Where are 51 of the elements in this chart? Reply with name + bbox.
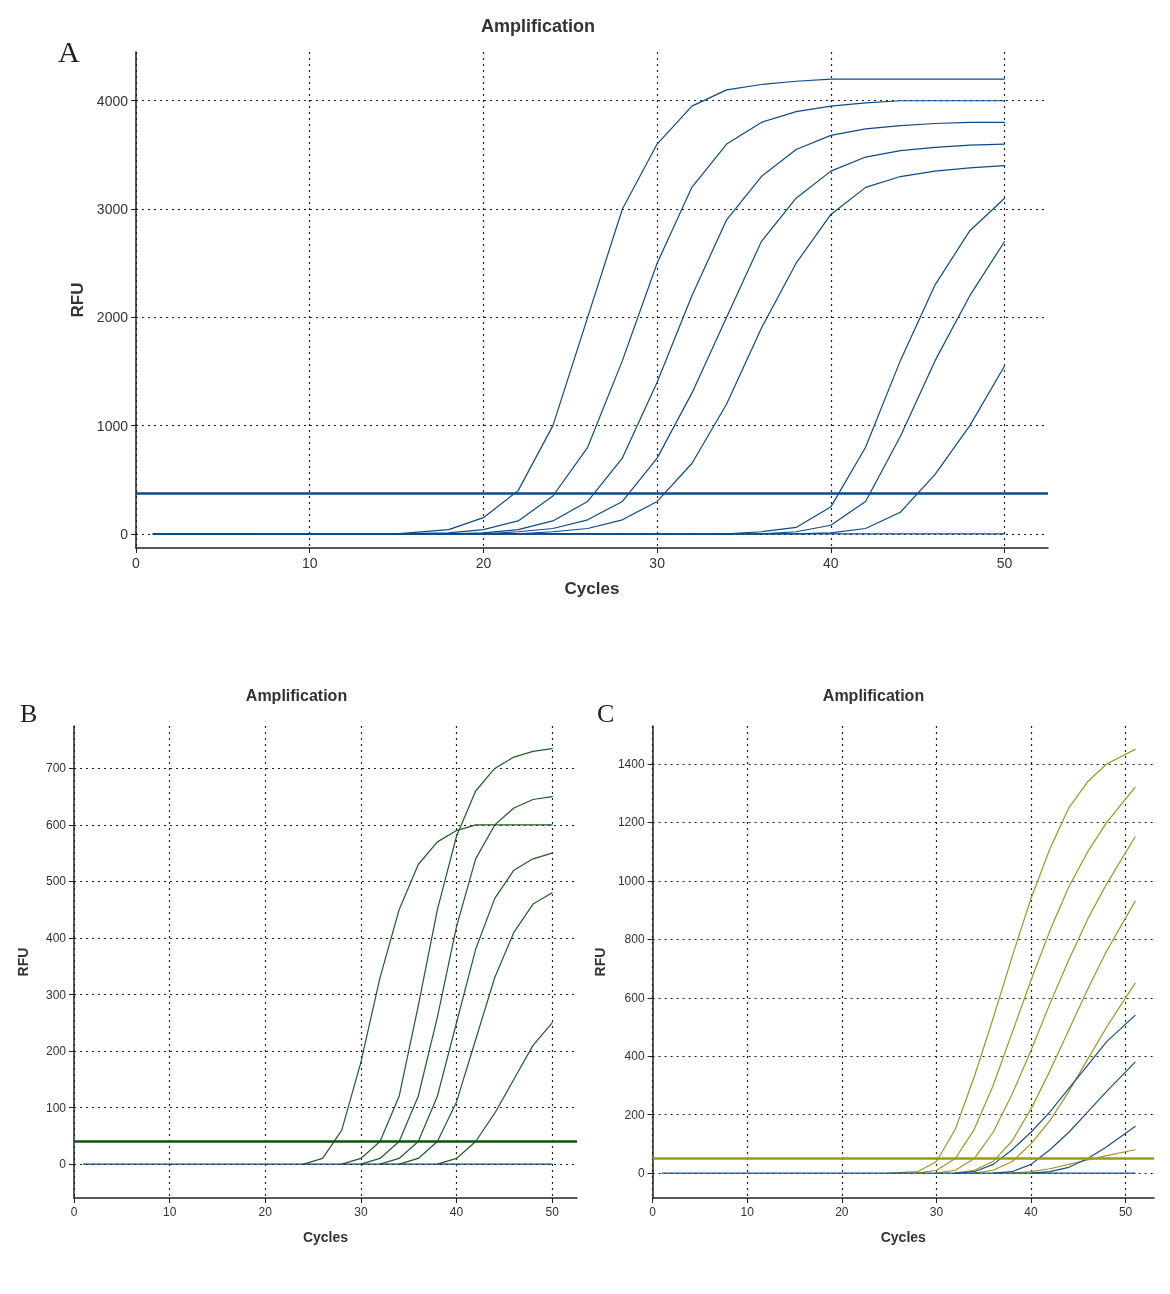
y-axis-title: RFU — [67, 282, 87, 318]
y-tick-label: 500 — [45, 874, 67, 889]
y-tick-label: 600 — [624, 990, 645, 1005]
y-axis-title: RFU — [592, 947, 608, 977]
x-tick-label: 40 — [823, 555, 839, 571]
y-tick-label: 2000 — [96, 309, 129, 326]
y-tick-label: 0 — [120, 525, 129, 542]
x-tick-label: 30 — [929, 1205, 944, 1219]
y-tick-label: 0 — [59, 1157, 67, 1172]
x-tick-label: 20 — [835, 1205, 849, 1219]
x-tick-label: 40 — [1024, 1205, 1039, 1219]
y-tick-label: 0 — [637, 1166, 645, 1181]
x-tick-label: 10 — [162, 1205, 177, 1219]
y-axis-title: RFU — [15, 947, 31, 977]
chart-title: Amplification — [822, 686, 925, 704]
x-tick-label: 10 — [301, 555, 318, 571]
x-tick-label: 0 — [649, 1205, 657, 1219]
x-axis-title: Cycles — [302, 1229, 349, 1245]
x-tick-label: 30 — [354, 1205, 368, 1219]
x-axis-title: Cycles — [880, 1229, 927, 1245]
y-tick-label: 3000 — [96, 201, 129, 218]
x-tick-label: 0 — [70, 1205, 78, 1219]
x-tick-label: 50 — [545, 1205, 560, 1219]
text: B — [20, 698, 38, 728]
y-tick-label: 300 — [45, 987, 67, 1002]
y-tick-label: 400 — [624, 1049, 645, 1064]
x-tick-label: 40 — [449, 1205, 464, 1219]
y-tick-label: 200 — [624, 1107, 645, 1122]
y-tick-label: 1000 — [96, 417, 129, 434]
y-tick-label: 1000 — [617, 873, 645, 888]
x-tick-label: 50 — [1118, 1205, 1133, 1219]
y-tick-label: 4000 — [96, 92, 129, 109]
y-tick-label: 400 — [45, 930, 67, 945]
y-tick-label: 800 — [624, 932, 645, 947]
y-tick-label: 1200 — [617, 815, 645, 830]
y-tick-label: 600 — [45, 817, 67, 832]
x-tick-label: 20 — [258, 1205, 273, 1219]
x-tick-label: 10 — [740, 1205, 755, 1219]
chart-title: Amplification — [480, 16, 596, 36]
x-tick-label: 50 — [996, 555, 1013, 571]
y-tick-label: 100 — [45, 1100, 67, 1115]
x-tick-label: 20 — [475, 555, 492, 571]
y-tick-label: 700 — [45, 761, 67, 776]
x-axis-title: Cycles — [564, 579, 620, 598]
x-tick-label: 30 — [649, 555, 666, 571]
y-tick-label: 1400 — [617, 756, 645, 771]
chart-title: Amplification — [245, 686, 348, 704]
text: C — [597, 698, 615, 728]
text: A — [58, 34, 80, 68]
y-tick-label: 200 — [45, 1044, 67, 1059]
x-tick-label: 0 — [132, 555, 141, 571]
